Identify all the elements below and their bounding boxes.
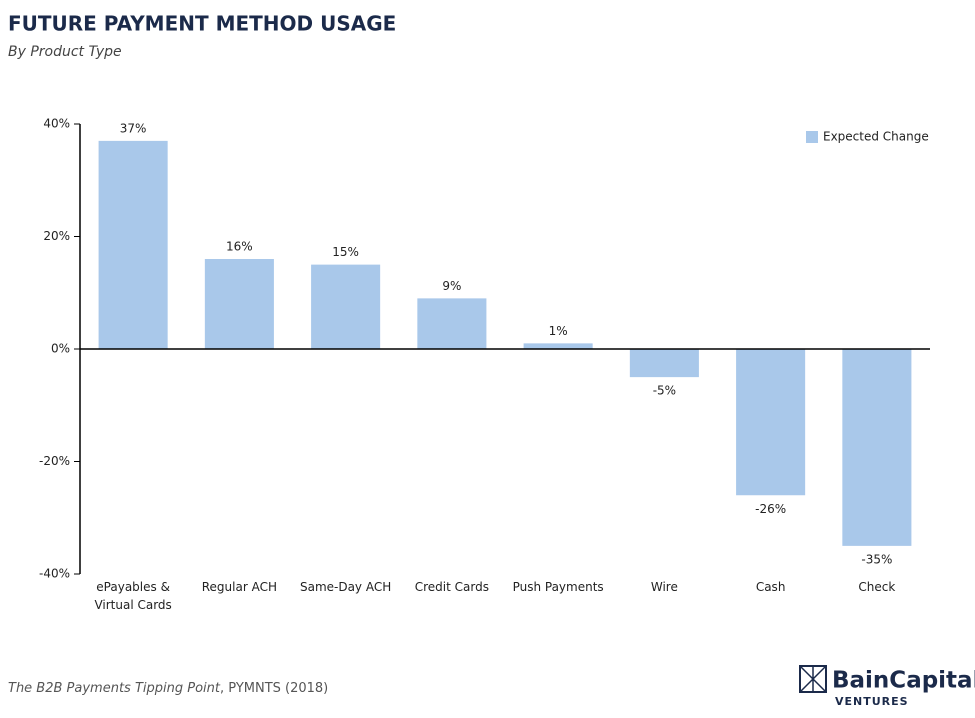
y-tick-label: -40% — [39, 567, 70, 581]
x-tick-wrap: Cash — [755, 580, 786, 594]
bar — [523, 343, 593, 349]
x-tick-label: Cash — [755, 580, 786, 594]
chart-title: FUTURE PAYMENT METHOD USAGE — [8, 12, 396, 36]
legend-swatch — [806, 131, 818, 143]
bar — [311, 264, 381, 349]
x-tick-label: Check — [858, 580, 896, 594]
x-tick-wrap: Regular ACH — [201, 580, 277, 594]
y-tick-label: 40% — [43, 117, 70, 131]
logo-sub: VENTURES — [835, 695, 909, 708]
x-tick-label: Wire — [650, 580, 678, 594]
x-tick-wrap: Credit Cards — [414, 580, 489, 594]
data-label: 16% — [226, 240, 253, 254]
x-tick-label: ePayables & Virtual Cards — [94, 580, 172, 612]
x-tick-label: Same-Day ACH — [299, 580, 392, 594]
bar — [629, 349, 699, 378]
source: The B2B Payments Tipping Point, PYMNTS (… — [8, 681, 328, 696]
y-tick-label: 0% — [51, 342, 70, 356]
data-label: -26% — [755, 502, 786, 516]
bar — [98, 140, 168, 349]
data-label: -5% — [653, 384, 676, 398]
x-tick-wrap: Same-Day ACH — [299, 580, 392, 594]
x-tick-wrap: Check — [858, 580, 896, 594]
y-tick-label: -20% — [39, 454, 70, 468]
logo-name: BainCapital — [832, 668, 975, 694]
data-label: 37% — [120, 121, 147, 135]
data-label: 9% — [442, 279, 461, 293]
chart-subtitle: By Product Type — [8, 44, 122, 60]
source-rest: , PYMNTS (2018) — [220, 681, 328, 696]
x-tick-label: Regular ACH — [201, 580, 277, 594]
x-tick-label: Push Payments — [512, 580, 604, 594]
y-tick-label: 20% — [43, 229, 70, 243]
bar — [417, 298, 487, 349]
legend-label: Expected Change — [823, 130, 929, 144]
data-label: 1% — [549, 324, 568, 338]
x-tick-wrap: ePayables & Virtual Cards — [94, 580, 172, 612]
bar — [842, 349, 912, 546]
bar — [204, 259, 274, 349]
x-tick-wrap: Push Payments — [512, 580, 604, 594]
logo-icon-lines — [799, 665, 827, 693]
data-label: 15% — [332, 245, 359, 259]
bar — [736, 349, 806, 496]
source-title: The B2B Payments Tipping Point — [8, 681, 221, 696]
x-tick-label: Credit Cards — [414, 580, 489, 594]
x-tick-wrap: Wire — [650, 580, 678, 594]
data-label: -35% — [861, 552, 892, 566]
logo: BainCapital VENTURES — [799, 665, 975, 708]
